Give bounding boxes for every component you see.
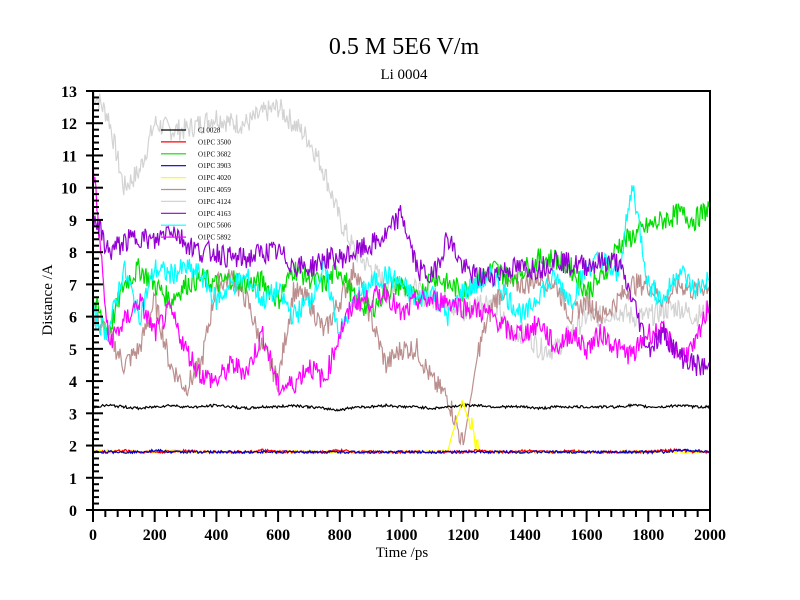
series-line-cl-0028 bbox=[92, 402, 711, 412]
y-tick-label: 12 bbox=[61, 116, 77, 133]
y-tick-label: 10 bbox=[61, 181, 77, 198]
series-layer bbox=[92, 90, 711, 455]
y-tick-label: 8 bbox=[69, 245, 77, 262]
legend-entry: O1PC 4059 bbox=[198, 186, 231, 194]
chart-title: 0.5 M 5E6 V/m bbox=[329, 34, 480, 60]
x-tick-label: 1000 bbox=[386, 527, 418, 544]
y-tick-label: 6 bbox=[69, 310, 77, 327]
y-tick-label: 0 bbox=[69, 503, 77, 520]
series-line-o1pc-4163 bbox=[92, 204, 711, 377]
x-tick-label: 600 bbox=[266, 527, 290, 544]
legend-entry: O1PC 3903 bbox=[198, 162, 231, 170]
legend-entry: O1PC 4020 bbox=[198, 174, 231, 182]
y-axis-label: Distance /A bbox=[40, 264, 56, 335]
legend-entry: O1PC 5606 bbox=[198, 222, 231, 230]
x-axis-label: Time /ps bbox=[376, 545, 429, 561]
x-tick-label: 200 bbox=[143, 527, 167, 544]
legend: Cl 0028 O1PC 3500 O1PC 3682 O1PC 3903 O1PC 4… bbox=[161, 127, 231, 242]
legend-entry: O1PC 5892 bbox=[198, 234, 231, 242]
x-tick-label: 2000 bbox=[694, 527, 726, 544]
y-tick-label: 1 bbox=[69, 471, 77, 488]
x-tick-label: 1400 bbox=[509, 527, 541, 544]
x-tick-label: 1600 bbox=[571, 527, 603, 544]
series-line-o1pc-3682 bbox=[92, 201, 711, 336]
legend-entry: O1PC 4124 bbox=[198, 198, 231, 206]
y-tick-label: 9 bbox=[69, 213, 77, 230]
legend-entry: Cl 0028 bbox=[198, 127, 221, 135]
x-tick-label: 0 bbox=[89, 527, 97, 544]
y-tick-label: 2 bbox=[69, 439, 77, 456]
x-tick-label: 400 bbox=[204, 527, 228, 544]
y-tick-label: 11 bbox=[62, 148, 77, 165]
y-tick-label: 13 bbox=[61, 84, 77, 101]
legend-entry: O1PC 4163 bbox=[198, 210, 231, 218]
chart-subtitle: Li 0004 bbox=[380, 67, 428, 83]
y-tick-label: 3 bbox=[69, 406, 77, 423]
series-line-o1pc-5892 bbox=[92, 159, 711, 397]
x-tick-label: 1800 bbox=[632, 527, 664, 544]
legend-entry: O1PC 3682 bbox=[198, 150, 231, 158]
y-tick-label: 7 bbox=[69, 277, 77, 294]
y-tick-label: 4 bbox=[69, 374, 77, 391]
series-line-o1pc-3903 bbox=[92, 448, 710, 455]
x-axis: 0 200 400 600 800 1000 1200 1400 1600 1800 2000 bbox=[89, 510, 726, 544]
legend-entry: O1PC 3500 bbox=[198, 138, 231, 146]
x-tick-label: 1200 bbox=[447, 527, 479, 544]
y-tick-label: 5 bbox=[69, 342, 77, 359]
x-tick-label: 800 bbox=[328, 527, 352, 544]
series-line-o1pc-4020 bbox=[92, 400, 711, 455]
